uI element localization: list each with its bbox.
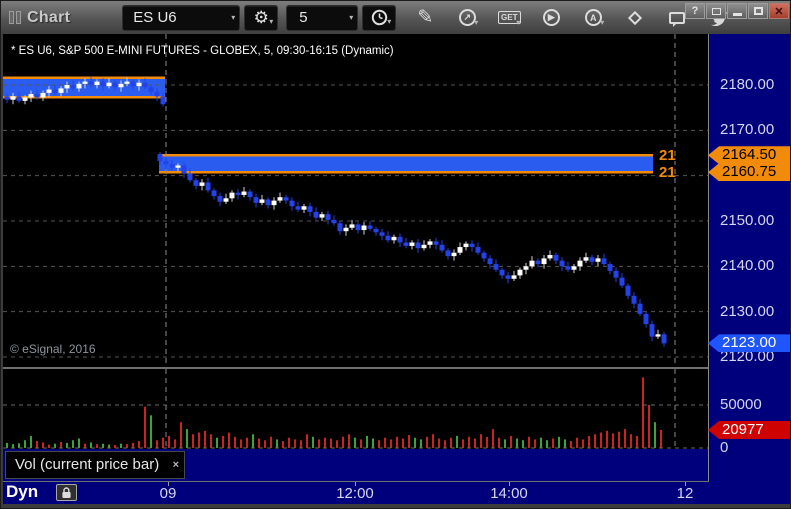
time-tick [168, 482, 169, 486]
chevron-down-icon: ▾ [600, 17, 605, 27]
zone-band [3, 77, 165, 98]
title-bar: Chart ES U6 ▾ ⚙ ▾ 5 ▾ ▾ ✎ ↗ [1, 1, 790, 34]
price-pane[interactable]: * ES U6, S&P 500 E-MINI FUTURES - GLOBEX… [3, 34, 708, 367]
minimize-icon [732, 13, 742, 16]
price-tick-label: 2170.00 [720, 121, 775, 139]
chevron-down-icon: ▾ [269, 16, 274, 26]
symbol-input[interactable]: ES U6 ▾ [122, 4, 241, 31]
panel-icon [711, 7, 721, 15]
zone-price-label: 21 [659, 164, 676, 182]
chevron-down-icon: ▾ [516, 17, 521, 27]
time-tick [509, 482, 510, 486]
volume-tick-label: 50000 [720, 395, 762, 413]
gear-button[interactable]: ⚙ ▾ [244, 4, 279, 31]
help-icon: ? [691, 5, 699, 17]
clock-button[interactable]: ▾ [362, 4, 397, 31]
volume-chart [3, 369, 708, 449]
price-tick-label: 2130.00 [720, 302, 775, 320]
maximize-icon [753, 7, 763, 15]
price-tick-label: 2150.00 [720, 211, 775, 229]
price-tag: 2160.75 [708, 163, 790, 182]
time-tick-label: 12 [676, 485, 694, 502]
price-tick-label: 2140.00 [720, 257, 775, 275]
price-tag: 2164.50 [708, 146, 790, 165]
close-button[interactable]: ✕ [769, 3, 789, 19]
time-axis[interactable]: Dyn 09 12:00 14:00 12 [3, 482, 790, 504]
chevron-down-icon: ▾ [387, 16, 392, 26]
price-axis[interactable]: 2180.002170.002160.002150.002140.002130.… [708, 34, 790, 504]
pencil-draw-button[interactable]: ✎ [410, 5, 440, 31]
lock-button[interactable] [56, 484, 77, 501]
copyright-watermark: © eSignal, 2016 [10, 342, 96, 356]
clock-icon [371, 9, 387, 26]
pencil-icon: ✎ [417, 7, 434, 28]
candlestick-chart [3, 34, 708, 367]
play-icon: ▶ [542, 9, 560, 26]
play-button[interactable]: ▶ [536, 5, 566, 31]
axis-divider [3, 481, 709, 482]
line-tool-button[interactable]: ↗ ▾ [452, 5, 482, 31]
close-icon: ✕ [774, 5, 784, 18]
chart-window-icon [9, 11, 21, 24]
chevron-down-icon: ▾ [231, 12, 236, 22]
time-tick [355, 482, 356, 486]
lock-icon [62, 486, 71, 498]
price-tick-label: 2180.00 [720, 75, 775, 93]
symbol-value: ES U6 [133, 9, 177, 26]
diamond-icon [628, 10, 643, 25]
time-tick [685, 482, 686, 486]
panel-toggle-button[interactable] [706, 3, 726, 19]
chevron-down-icon: ▾ [349, 12, 354, 22]
pane-separator[interactable] [3, 367, 790, 369]
axis-border [708, 34, 709, 482]
help-button[interactable]: ? [685, 3, 705, 19]
auto-annotate-button[interactable]: A ▾ [578, 5, 608, 31]
get-data-button[interactable]: GET ▾ [494, 5, 524, 31]
get-icon: GET [498, 11, 521, 24]
price-tag: 2123.00 [708, 334, 790, 353]
volume-pane[interactable] [3, 369, 708, 449]
window-title: Chart [27, 8, 71, 26]
volume-tag: 20977 [708, 420, 790, 439]
line-tool-icon: ↗ [458, 9, 476, 26]
time-tick-label: 09 [159, 485, 177, 502]
volume-tick-label: 0 [720, 439, 729, 456]
zone-band [159, 155, 653, 173]
zone-price-label: 21 [659, 147, 676, 165]
gear-icon: ⚙ [253, 7, 269, 27]
time-tick-label: 12:00 [336, 485, 374, 502]
volume-indicator-tab[interactable]: Vol (current price bar) × [5, 451, 185, 479]
chart-title: * ES U6, S&P 500 E-MINI FUTURES - GLOBEX… [11, 45, 394, 57]
dyn-mode-button[interactable]: Dyn [6, 482, 39, 501]
interval-input[interactable]: 5 ▾ [286, 4, 359, 31]
interval-value: 5 [299, 9, 308, 26]
indicator-tab-row: Vol (current price bar) × [3, 449, 708, 482]
share-button[interactable] [620, 5, 650, 31]
chart-region: * ES U6, S&P 500 E-MINI FUTURES - GLOBEX… [3, 34, 790, 504]
volume-tab-label: Vol (current price bar) [15, 456, 160, 473]
time-tick-label: 14:00 [490, 485, 528, 502]
chat-button[interactable] [662, 5, 692, 31]
chevron-down-icon: ▾ [474, 17, 479, 27]
chat-bubble-icon [669, 11, 686, 27]
auto-a-icon: A [584, 9, 602, 26]
close-icon[interactable]: × [172, 459, 179, 471]
maximize-button[interactable] [748, 3, 768, 19]
minimize-button[interactable] [727, 3, 747, 19]
